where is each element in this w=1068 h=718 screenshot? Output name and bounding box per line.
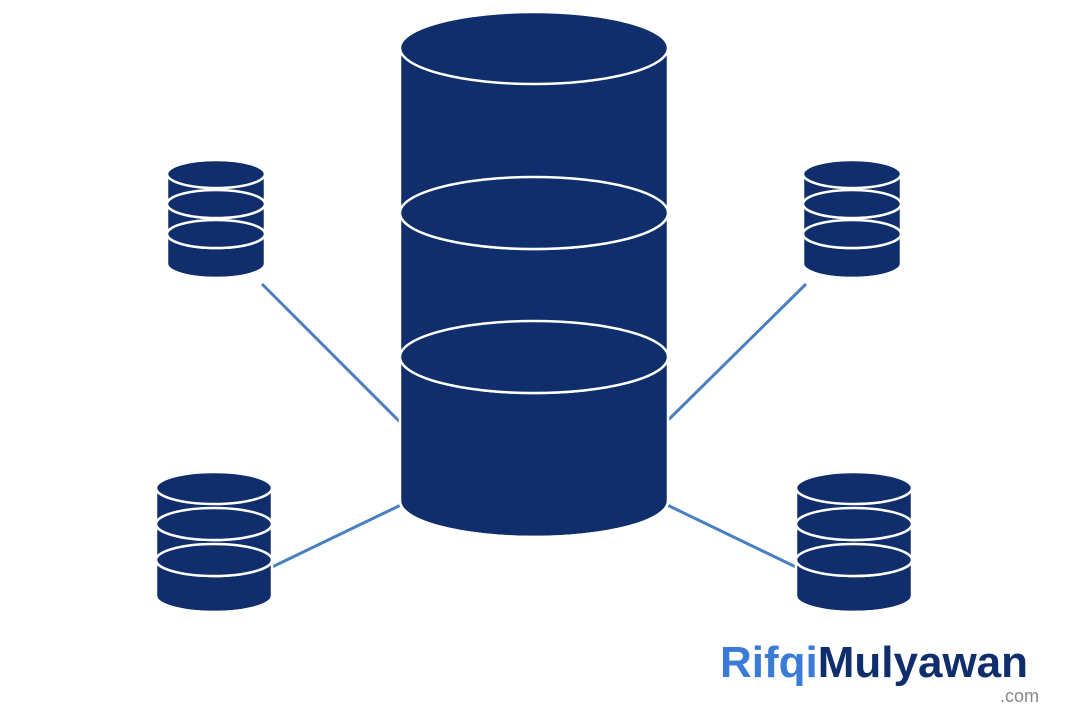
watermark-dotcom: .com xyxy=(1000,686,1039,707)
watermark-part1: Rifqi xyxy=(720,638,818,687)
database-node-bottom-right-icon xyxy=(796,472,912,612)
watermark-logo: RifqiMulyawan xyxy=(720,638,1028,688)
watermark-part2: Mulyawan xyxy=(818,638,1028,687)
database-node-bottom-left-icon xyxy=(156,472,272,612)
central-database-icon xyxy=(400,12,668,537)
network-diagram xyxy=(0,0,1068,713)
database-node-top-right-icon xyxy=(803,160,901,278)
database-node-top-left-icon xyxy=(167,160,265,278)
diagram-canvas xyxy=(0,0,1068,713)
